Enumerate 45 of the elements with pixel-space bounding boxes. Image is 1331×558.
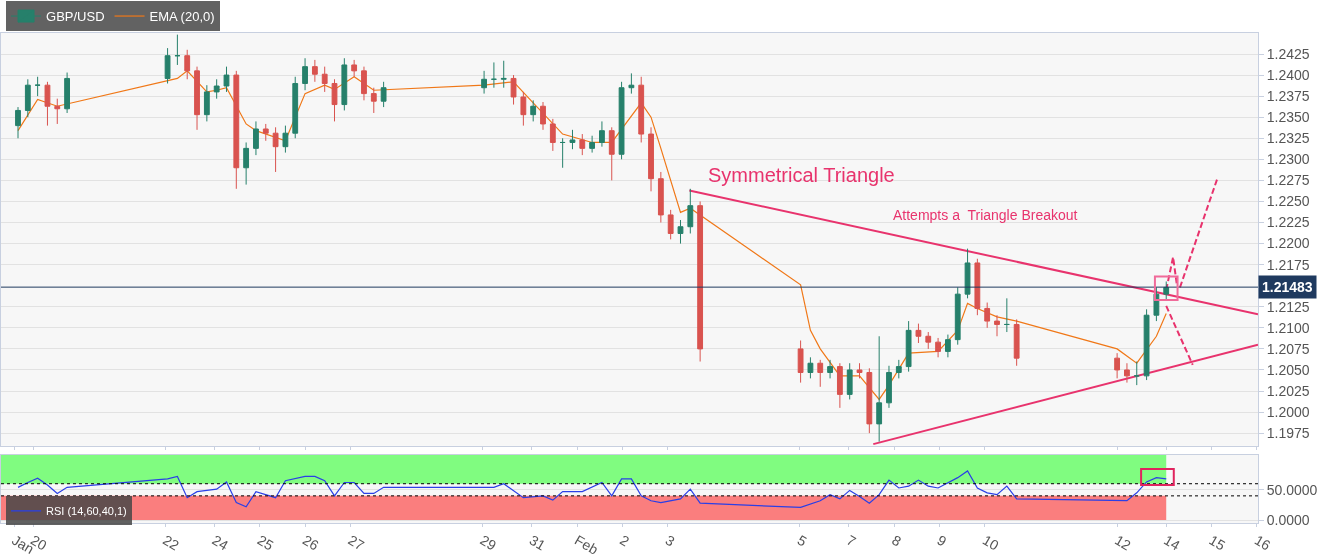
y-tick-label: 1.2275 <box>1266 172 1310 189</box>
y-tick-label: 1.2350 <box>1266 109 1310 126</box>
y-tick-label: 1.2300 <box>1266 151 1310 168</box>
y-tick-label: 1.2025 <box>1266 382 1310 399</box>
x-tick-label: 27 <box>345 531 368 554</box>
y-tick-label: 0.0000 <box>1266 512 1310 529</box>
y-tick-label: 1.2425 <box>1266 45 1310 62</box>
x-tick-label: 10 <box>979 531 1002 554</box>
y-tick-label: 1.2375 <box>1266 88 1310 105</box>
x-tick-label: 3 <box>662 531 678 550</box>
legend-label: EMA (20,0) <box>149 9 215 25</box>
x-tick-label: 2 <box>617 531 633 550</box>
annotation: Attempts a Triangle Breakout <box>893 207 1078 223</box>
x-tick-label: Feb <box>572 531 602 558</box>
x-tick-label: 25 <box>254 531 277 554</box>
y-tick-label: 1.2000 <box>1266 403 1310 420</box>
y-tick-label: 1.2400 <box>1266 66 1310 83</box>
x-tick-label: 14 <box>1161 531 1183 554</box>
y-tick-label: 1.2325 <box>1266 130 1310 147</box>
legend-label: GBP/USD <box>46 9 105 25</box>
annotation: Symmetrical Triangle <box>708 164 895 186</box>
y-tick-label: 1.2225 <box>1266 214 1310 231</box>
x-tick-label: 29 <box>477 531 500 554</box>
x-tick-label: 26 <box>300 531 322 554</box>
x-tick-label: 15 <box>1206 531 1229 554</box>
y-tick-label: 1.2175 <box>1266 256 1310 273</box>
ref-line-label: 1.21483 <box>1262 279 1313 295</box>
x-tick-label: 9 <box>934 531 950 550</box>
legend-label: RSI (14,60,40,1) <box>46 505 127 518</box>
x-tick-label: 5 <box>794 531 810 550</box>
y-tick-label: 1.2075 <box>1266 340 1310 357</box>
y-tick-label: 1.2100 <box>1266 319 1310 336</box>
y-tick-label: 1.2050 <box>1266 361 1310 378</box>
x-tick-label: 16 <box>1251 531 1274 554</box>
x-tick-label: 31 <box>526 531 549 554</box>
x-tick-label: 12 <box>1112 531 1134 554</box>
x-tick-label: 7 <box>843 531 859 550</box>
y-tick-label: 50.0000 <box>1266 481 1318 498</box>
y-tick-label: 1.1975 <box>1266 425 1310 442</box>
x-tick-label: 22 <box>160 531 182 554</box>
x-tick-label: 8 <box>889 531 905 550</box>
y-tick-label: 1.2200 <box>1266 235 1310 252</box>
x-tick-label: 24 <box>209 531 232 554</box>
y-tick-label: 1.2250 <box>1266 193 1310 210</box>
y-tick-label: 1.2125 <box>1266 298 1310 315</box>
